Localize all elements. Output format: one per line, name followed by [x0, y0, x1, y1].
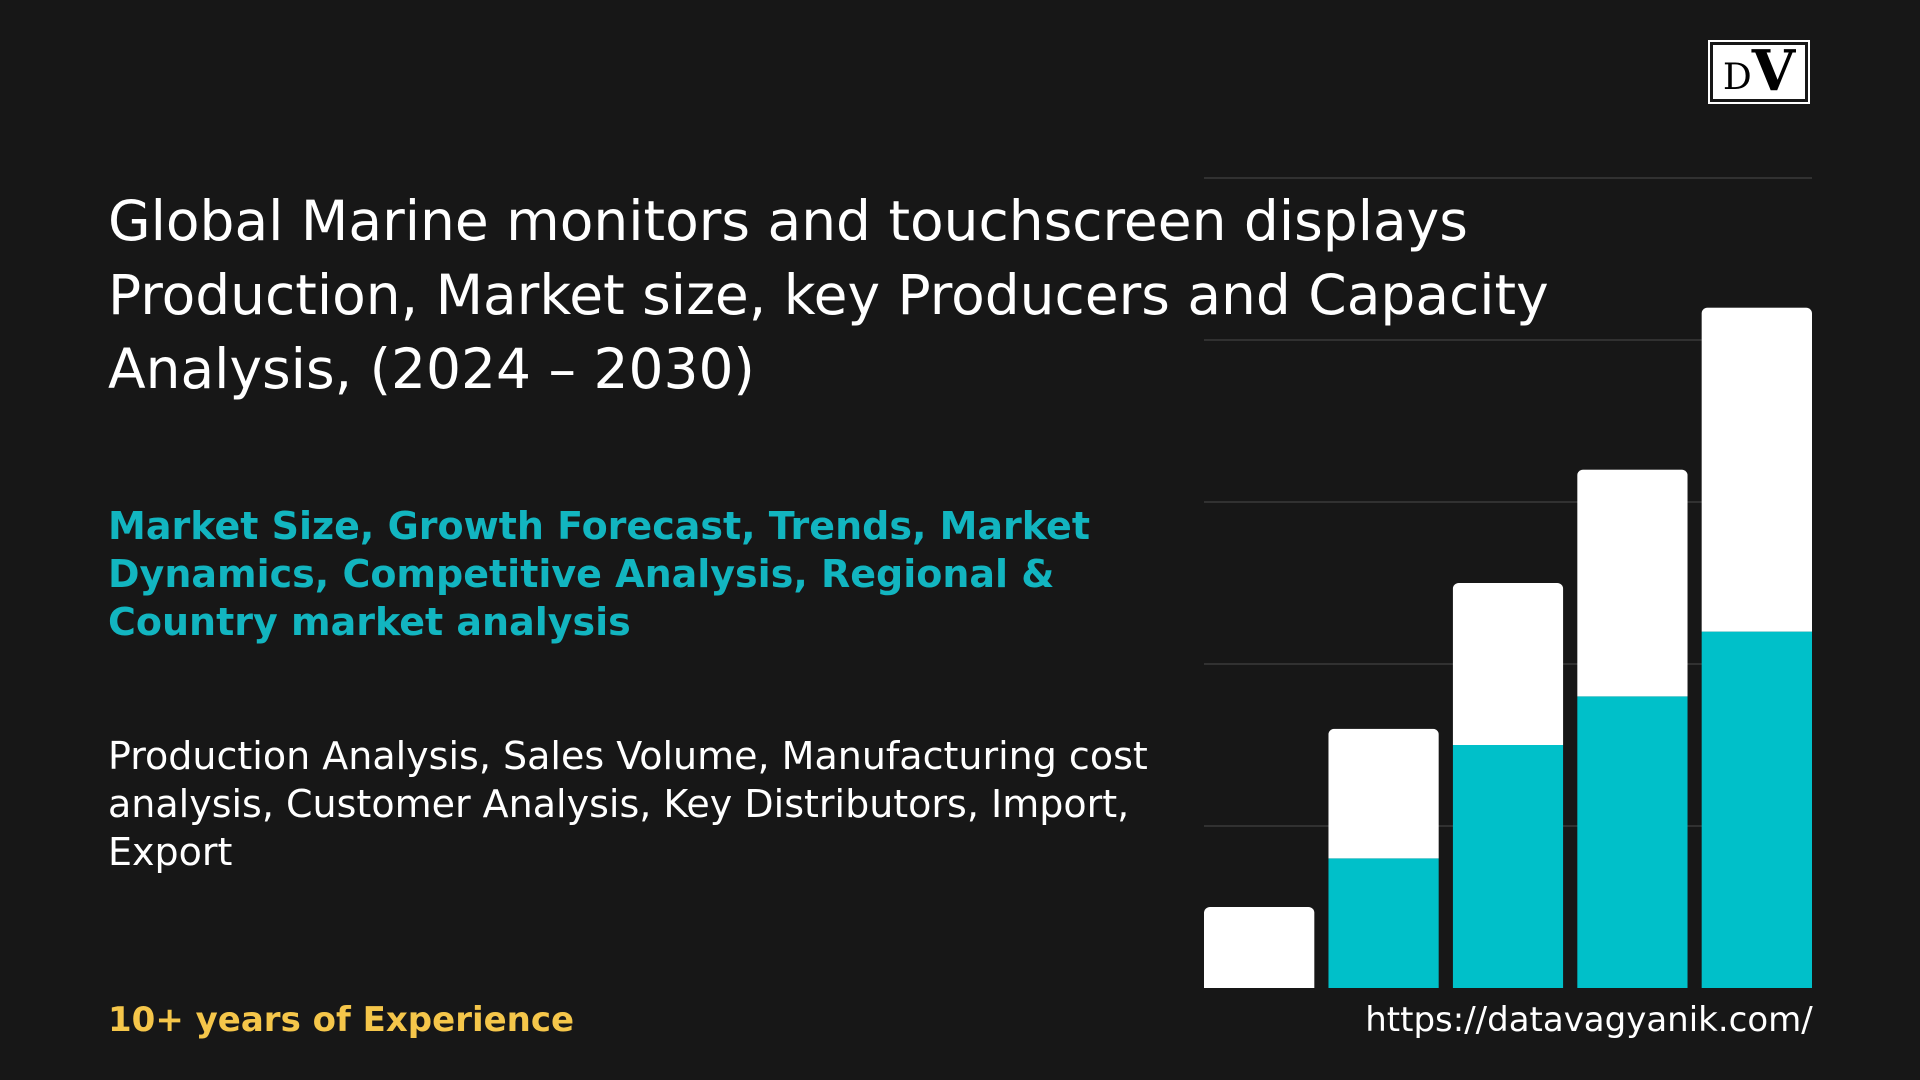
bar-white-1	[1204, 907, 1315, 988]
bar-teal-3	[1452, 745, 1564, 988]
bar-group-3	[1452, 583, 1564, 988]
bar-teal-2	[1328, 858, 1439, 988]
report-title: Global Marine monitors and touchscreen d…	[108, 189, 1549, 401]
bar-teal-4	[1577, 696, 1688, 988]
website-link[interactable]: https://datavagyanik.com/	[1365, 1000, 1813, 1040]
report-features: Production Analysis, Sales Volume, Manuf…	[108, 734, 1148, 874]
bar-chart	[1204, 177, 1812, 988]
bar-group-1	[1204, 907, 1315, 988]
logo-letter-v: V	[1751, 37, 1796, 104]
bar-white-2	[1328, 728, 1439, 859]
logo-letter-d: D	[1722, 57, 1752, 98]
bar-white-4	[1577, 469, 1688, 697]
report-subtitle: Market Size, Growth Forecast, Trends, Ma…	[108, 504, 1090, 644]
bar-group-5	[1701, 307, 1812, 988]
bar-group-4	[1577, 469, 1688, 988]
bar-teal-5	[1701, 631, 1812, 988]
experience-badge: 10+ years of Experience	[108, 1000, 575, 1040]
dv-logo: D V	[1708, 40, 1810, 104]
bar-group-2	[1328, 728, 1439, 988]
bar-white-3	[1452, 583, 1564, 745]
bar-white-5	[1701, 307, 1812, 632]
